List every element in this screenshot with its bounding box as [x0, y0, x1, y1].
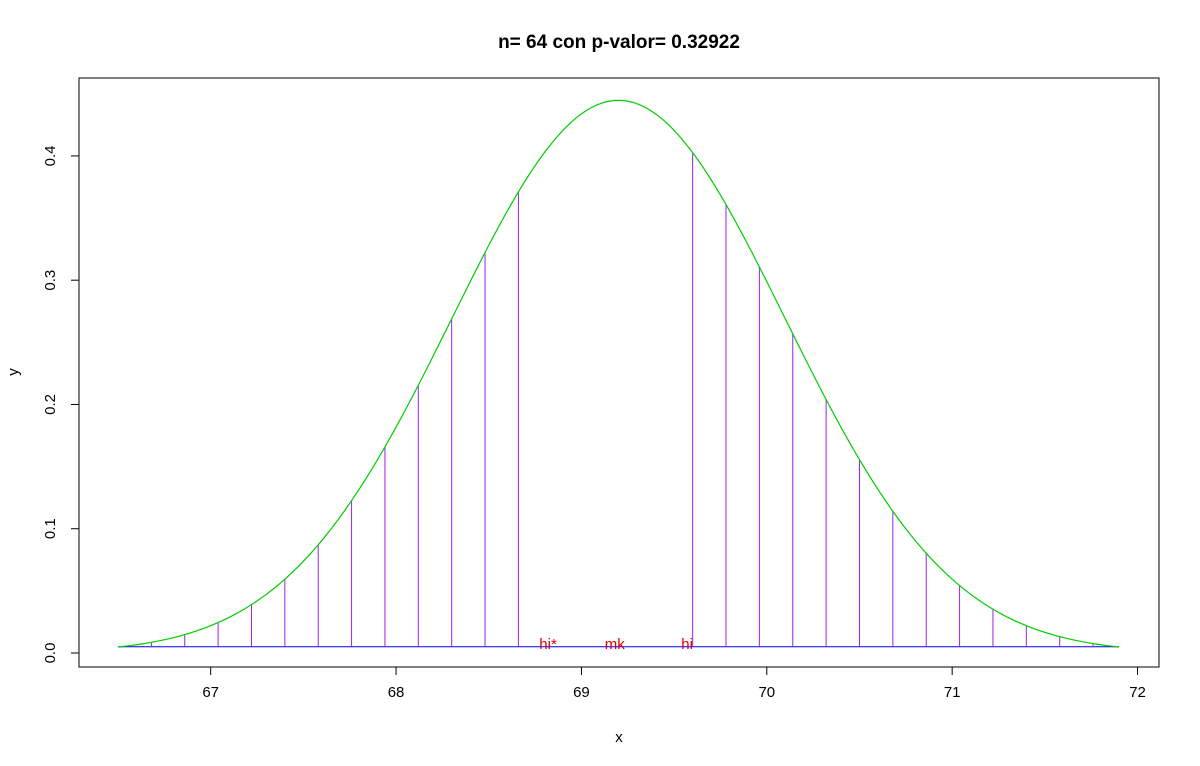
chart-title: n= 64 con p-valor= 0.32922 — [498, 32, 740, 53]
x-axis: 67 68 69 70 71 72 — [202, 666, 1146, 701]
annotation-label: mk — [605, 636, 625, 653]
x-tick-label: 72 — [1129, 684, 1146, 701]
y-tick-label: 0.1 — [42, 518, 59, 539]
y-axis: 0.0 0.1 0.2 0.3 0.4 — [42, 145, 80, 664]
y-axis-label: y — [5, 368, 22, 376]
density-curve-line — [117, 99, 1120, 648]
y-tick-label: 0.4 — [42, 145, 59, 166]
annotations: hi* mk hi — [539, 636, 693, 653]
x-axis-label: x — [615, 729, 623, 746]
y-tick-label: 0.0 — [42, 643, 59, 664]
y-tick-label: 0.2 — [42, 394, 59, 415]
density-curve — [117, 99, 1120, 648]
annotation-label: hi* — [539, 636, 557, 653]
spikes — [117, 152, 1094, 648]
x-tick-label: 70 — [758, 684, 775, 701]
y-tick-label: 0.3 — [42, 270, 59, 291]
x-tick-label: 71 — [944, 684, 961, 701]
x-tick-label: 67 — [202, 684, 219, 701]
x-tick-label: 69 — [573, 684, 590, 701]
annotation-label: hi — [681, 636, 693, 653]
x-tick-label: 68 — [388, 684, 405, 701]
plot-frame — [78, 77, 1160, 668]
